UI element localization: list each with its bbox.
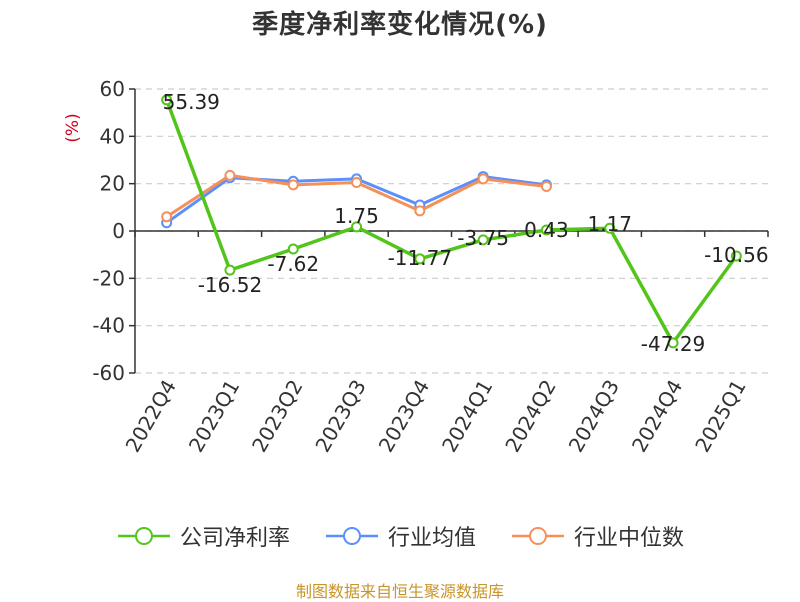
data-point — [161, 211, 173, 223]
data-label: -47.29 — [641, 332, 705, 356]
data-label: -16.52 — [198, 273, 262, 297]
legend-item[interactable]: 行业中位数 — [510, 520, 684, 552]
data-point — [604, 222, 616, 234]
x-tick-label: 2023Q1 — [184, 376, 244, 457]
data-point — [477, 234, 489, 246]
data-point — [351, 221, 363, 233]
data-point — [351, 176, 363, 188]
legend-label: 行业均值 — [387, 526, 476, 551]
data-point — [414, 205, 426, 217]
data-label: 0.43 — [524, 218, 569, 242]
source-note: 制图数据来自恒生聚源数据库 — [295, 582, 504, 601]
x-tick-label: 2024Q2 — [500, 376, 560, 457]
data-point — [730, 250, 742, 262]
data-point — [540, 224, 552, 236]
data-point — [287, 179, 299, 191]
data-point — [161, 94, 173, 106]
legend-item[interactable]: 行业均值 — [324, 520, 476, 552]
series-line-0 — [165, 99, 738, 345]
legend-marker-icon — [117, 527, 170, 545]
x-tick-label: 2024Q3 — [564, 376, 624, 457]
data-labels: 55.39 -16.52-7.62 1.75 -11.77-3.75 0.43 1.17 -… — [163, 90, 769, 356]
data-point — [224, 169, 236, 181]
legend-label: 公司净利率 — [179, 526, 290, 551]
data-point — [667, 337, 679, 349]
x-tick-label: 2023Q2 — [247, 376, 307, 457]
series-lines — [161, 94, 742, 349]
data-label: -7.62 — [267, 252, 319, 276]
y-tick-label: -40 — [92, 314, 125, 338]
data-label: -3.75 — [457, 226, 509, 250]
data-label: 1.75 — [334, 204, 379, 228]
legend-label: 行业中位数 — [574, 526, 685, 551]
chart-title: 季度净利率变化情况(%) — [252, 10, 548, 40]
y-tick-label: 40 — [100, 124, 125, 148]
data-label: -10.56 — [704, 243, 768, 267]
legend-marker-icon — [325, 527, 378, 545]
x-tick-label: 2022Q4 — [121, 376, 181, 457]
data-point — [540, 181, 552, 193]
y-tick-label: -20 — [92, 266, 125, 290]
data-point — [224, 264, 236, 276]
x-tick-label: 2023Q3 — [310, 376, 370, 457]
y-tick-label: -60 — [92, 361, 125, 385]
y-axis-label: (%) — [63, 113, 83, 142]
y-tick-label: 20 — [100, 172, 125, 196]
data-label: -11.77 — [388, 246, 452, 270]
data-point — [287, 243, 299, 255]
data-point — [477, 173, 489, 185]
data-point — [414, 253, 426, 265]
data-label: 1.17 — [587, 212, 632, 236]
legend-item[interactable]: 公司净利率 — [116, 520, 290, 552]
legend-marker-icon — [512, 527, 564, 545]
x-tick-label: 2024Q1 — [437, 376, 497, 457]
x-tick-label: 2025Q1 — [690, 376, 750, 457]
legend: 公司净利率 行业均值 行业中位数 — [0, 518, 800, 554]
data-label: 55.39 — [163, 90, 220, 114]
x-tick-label: 2024Q4 — [627, 376, 687, 457]
y-tick-label: 0 — [112, 219, 125, 243]
y-tick-label: 60 — [100, 77, 125, 101]
x-tick-label: 2023Q4 — [374, 376, 434, 457]
